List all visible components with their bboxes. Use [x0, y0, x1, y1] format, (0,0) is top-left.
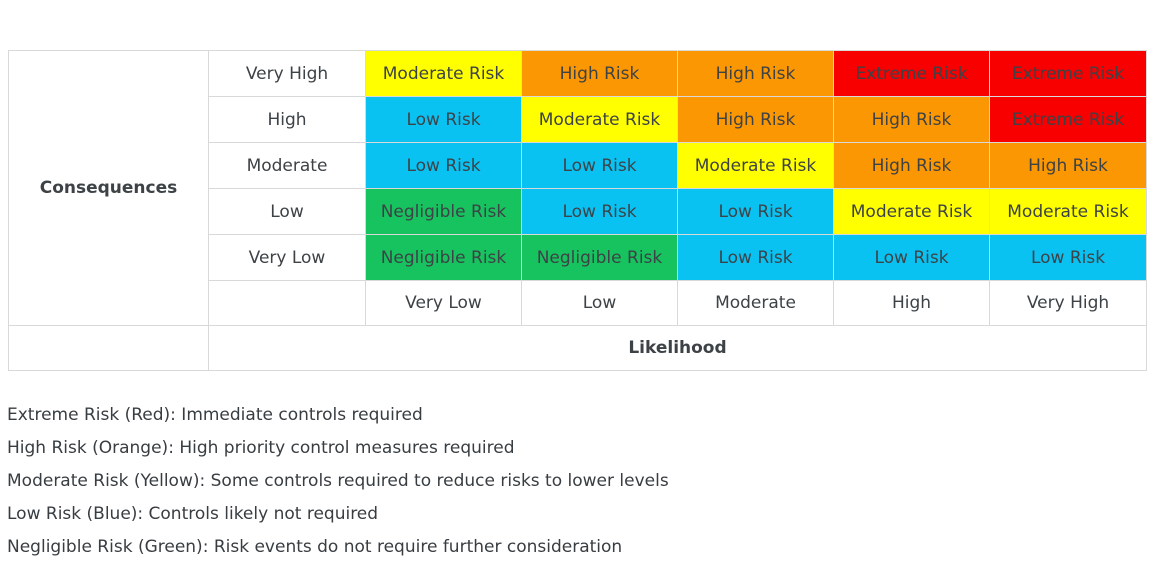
legend-item-moderate: Moderate Risk (Yellow): Some controls re…	[7, 471, 669, 491]
matrix-row-low: Low Negligible Risk Low Risk Low Risk Mo…	[9, 188, 1147, 235]
legend-item-low: Low Risk (Blue): Controls likely not req…	[7, 504, 379, 524]
row-label-moderate: Moderate	[208, 142, 366, 189]
risk-cell: Negligible Risk	[365, 188, 522, 235]
risk-cell: Low Risk	[365, 96, 522, 143]
risk-cell: Low Risk	[677, 234, 834, 281]
empty-cell	[8, 325, 209, 371]
risk-cell: Negligible Risk	[365, 234, 522, 281]
col-label-low: Low	[521, 280, 678, 326]
matrix-row-moderate: Moderate Low Risk Low Risk Moderate Risk…	[9, 142, 1147, 189]
risk-cell: Low Risk	[989, 234, 1147, 281]
risk-cell: Moderate Risk	[833, 188, 990, 235]
risk-cell: Extreme Risk	[989, 96, 1147, 143]
risk-cell: Low Risk	[521, 188, 678, 235]
risk-cell: High Risk	[677, 50, 834, 97]
risk-matrix-table: Consequences Very High Moderate Risk Hig…	[8, 50, 1147, 371]
matrix-row-likelihood-labels: Very Low Low Moderate High Very High	[9, 280, 1147, 326]
empty-cell	[208, 280, 366, 326]
row-label-high: High	[208, 96, 366, 143]
matrix-row-likelihood-title: Likelihood	[8, 325, 1147, 371]
col-label-very-high: Very High	[989, 280, 1147, 326]
risk-cell: Low Risk	[677, 188, 834, 235]
matrix-row-high: High Low Risk Moderate Risk High Risk Hi…	[9, 96, 1147, 143]
risk-cell: Extreme Risk	[833, 50, 990, 97]
row-label-very-high: Very High	[208, 50, 366, 97]
risk-legend: Extreme Risk (Red): Immediate controls r…	[7, 399, 1170, 563]
risk-cell: High Risk	[989, 142, 1147, 189]
matrix-row-very-low: Very Low Negligible Risk Negligible Risk…	[9, 234, 1147, 281]
legend-item-high: High Risk (Orange): High priority contro…	[7, 438, 515, 458]
consequences-axis-label: Consequences	[8, 50, 209, 326]
matrix-row-very-high: Consequences Very High Moderate Risk Hig…	[8, 50, 1147, 326]
risk-cell: High Risk	[677, 96, 834, 143]
legend-item-negligible: Negligible Risk (Green): Risk events do …	[7, 537, 623, 557]
col-label-moderate: Moderate	[677, 280, 834, 326]
row-label-very-low: Very Low	[208, 234, 366, 281]
risk-cell: Moderate Risk	[521, 96, 678, 143]
risk-cell: Low Risk	[365, 142, 522, 189]
risk-cell: Negligible Risk	[521, 234, 678, 281]
risk-cell: Low Risk	[833, 234, 990, 281]
risk-cell: High Risk	[833, 96, 990, 143]
risk-cell: Moderate Risk	[989, 188, 1147, 235]
col-label-very-low: Very Low	[365, 280, 522, 326]
risk-cell: Moderate Risk	[365, 50, 522, 97]
legend-item-extreme: Extreme Risk (Red): Immediate controls r…	[7, 405, 423, 425]
risk-cell: Moderate Risk	[677, 142, 834, 189]
risk-cell: High Risk	[833, 142, 990, 189]
col-label-high: High	[833, 280, 990, 326]
risk-cell: Low Risk	[521, 142, 678, 189]
likelihood-axis-label: Likelihood	[208, 325, 1147, 371]
row-label-low: Low	[208, 188, 366, 235]
risk-cell: High Risk	[521, 50, 678, 97]
risk-cell: Extreme Risk	[989, 50, 1147, 97]
